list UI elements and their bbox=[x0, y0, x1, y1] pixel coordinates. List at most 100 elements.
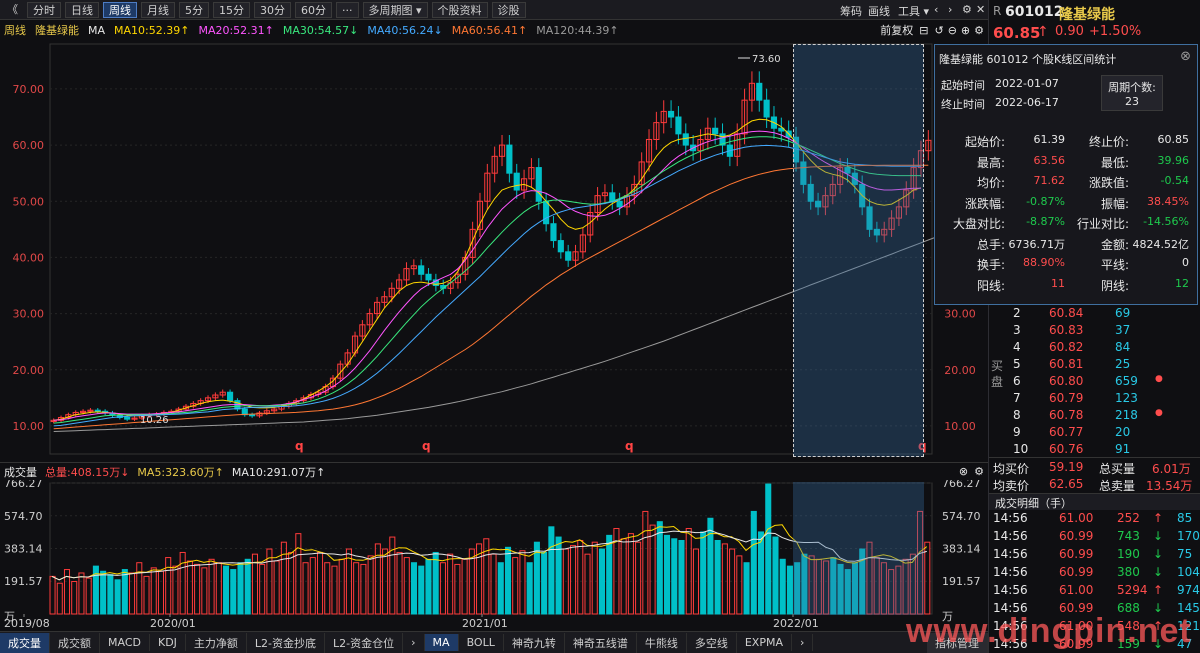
tools-button[interactable]: 工具 ▾ bbox=[898, 5, 930, 18]
ma-label[interactable]: MA bbox=[88, 23, 106, 37]
indicator-tab-12[interactable]: 牛熊线 bbox=[637, 632, 687, 653]
indicator-tab-16[interactable]: 指标管理 bbox=[927, 632, 988, 653]
indicator-tab-0[interactable]: 成交量 bbox=[0, 632, 50, 653]
trade-volume: 159 bbox=[1117, 637, 1140, 651]
x-axis-label: 2019/08 bbox=[4, 617, 50, 630]
prev-icon[interactable]: ‹ bbox=[934, 3, 939, 16]
volume-bar bbox=[714, 539, 721, 615]
volume-bar bbox=[656, 521, 663, 615]
selection-overlay[interactable] bbox=[793, 44, 924, 457]
period-tab-11[interactable]: 诊股 bbox=[491, 1, 526, 18]
period-tab-8[interactable]: ··· bbox=[336, 1, 359, 18]
candle-body bbox=[734, 133, 741, 157]
trade-row[interactable]: 14:56 60.99 380 ↓ 104 bbox=[989, 564, 1200, 581]
trade-price: 60.99 bbox=[1059, 547, 1094, 561]
volume-bar bbox=[338, 558, 345, 615]
volume-bar bbox=[439, 562, 446, 615]
indicator-tab-8[interactable]: MA bbox=[424, 634, 459, 651]
stat-value: 0 bbox=[1182, 256, 1189, 269]
trade-row[interactable]: 14:56 61.00 252 ↑ 85 bbox=[989, 510, 1200, 527]
bid-row[interactable]: 4 60.82 84 bbox=[989, 339, 1200, 356]
adjust-button[interactable]: 前复权 bbox=[880, 24, 914, 37]
candle-body bbox=[403, 268, 410, 281]
bid-row[interactable]: 6 60.80 659 ● bbox=[989, 373, 1200, 390]
volume-bar bbox=[721, 543, 728, 615]
indicator-tab-3[interactable]: KDJ bbox=[150, 634, 186, 651]
indicator-tab-14[interactable]: EXPMA bbox=[737, 634, 792, 651]
trade-row[interactable]: 14:56 60.99 159 ↓ 47 bbox=[989, 636, 1200, 653]
bid-row[interactable]: 9 60.77 20 bbox=[989, 424, 1200, 441]
close-icon[interactable]: ✕ bbox=[976, 3, 986, 16]
candle-body bbox=[800, 161, 807, 185]
trade-count: 121 bbox=[1177, 619, 1200, 633]
candle-body bbox=[638, 161, 645, 185]
y-tick-label-right: 20.00 bbox=[944, 364, 976, 377]
trade-row[interactable]: 14:56 60.99 743 ↓ 170 bbox=[989, 528, 1200, 545]
bid-row[interactable]: 10 60.76 91 bbox=[989, 441, 1200, 458]
volume-bar bbox=[591, 541, 598, 615]
indicator-tab-15[interactable]: › bbox=[792, 634, 814, 651]
period-tab-5[interactable]: 15分 bbox=[213, 1, 250, 18]
lock-icon[interactable]: ⊟ bbox=[919, 23, 929, 37]
next-icon[interactable]: › bbox=[948, 3, 953, 16]
back-button[interactable]: 《 bbox=[7, 2, 18, 16]
undo-icon[interactable]: ↺ bbox=[934, 23, 944, 37]
indicator-tab-13[interactable]: 多空线 bbox=[687, 632, 737, 653]
indicator-tab-7[interactable]: › bbox=[403, 634, 425, 651]
period-tab-7[interactable]: 60分 bbox=[295, 1, 332, 18]
stat-close-icon[interactable]: ⊗ bbox=[1180, 49, 1191, 64]
volume-bar bbox=[367, 555, 374, 615]
period-tab-1[interactable]: 日线 bbox=[65, 1, 99, 18]
period-tab-3[interactable]: 月线 bbox=[141, 1, 175, 18]
trade-time: 14:56 bbox=[993, 583, 1028, 597]
stat-label: 平线: bbox=[1100, 258, 1129, 272]
volume-close-icon[interactable]: ⊗ bbox=[958, 465, 969, 478]
volume-bar bbox=[454, 563, 461, 615]
indicator-tab-11[interactable]: 神奇五线谱 bbox=[565, 632, 637, 653]
indicator-tab-5[interactable]: L2-资金抄底 bbox=[247, 632, 326, 653]
bid-level: 6 bbox=[1013, 374, 1021, 388]
candle-body bbox=[535, 167, 542, 202]
volume-bar bbox=[432, 551, 439, 615]
zoom-in-icon[interactable]: ⊕ bbox=[960, 23, 971, 37]
bid-price: 60.77 bbox=[1049, 425, 1084, 439]
volume-bar bbox=[678, 539, 685, 615]
candle-body bbox=[756, 82, 763, 101]
volume-bar bbox=[100, 570, 107, 615]
indicator-tab-1[interactable]: 成交额 bbox=[50, 632, 100, 653]
settings-icon[interactable]: ⚙ bbox=[962, 3, 972, 16]
trade-volume: 548 bbox=[1117, 619, 1140, 633]
indicator-tab-10[interactable]: 神奇九转 bbox=[504, 632, 565, 653]
chip-button[interactable]: 筹码 bbox=[840, 5, 862, 18]
indicator-tab-4[interactable]: 主力净额 bbox=[186, 632, 247, 653]
bid-row[interactable]: 5 60.81 25 bbox=[989, 356, 1200, 373]
trade-row[interactable]: 14:56 60.99 190 ↓ 75 bbox=[989, 546, 1200, 563]
period-tab-4[interactable]: 5分 bbox=[179, 1, 209, 18]
period-tab-9[interactable]: 多周期图 ▾ bbox=[362, 1, 428, 18]
candle-body bbox=[366, 313, 373, 326]
trade-row[interactable]: 14:56 61.00 548 ↑ 121 bbox=[989, 618, 1200, 635]
bid-row[interactable]: 8 60.78 218 ● bbox=[989, 407, 1200, 424]
draw-line-button[interactable]: 画线 bbox=[868, 5, 890, 18]
bid-row[interactable]: 2 60.84 69 bbox=[989, 305, 1200, 322]
candle-body bbox=[476, 200, 484, 230]
volume-settings-icon[interactable]: ⚙ bbox=[974, 465, 984, 478]
indicator-tab-2[interactable]: MACD bbox=[100, 634, 150, 651]
chart-settings-icon[interactable]: ⚙ bbox=[974, 23, 984, 37]
trades-title: 成交明细（手） bbox=[995, 497, 1072, 510]
zoom-out-icon[interactable]: ⊖ bbox=[947, 23, 957, 37]
trade-price: 60.99 bbox=[1059, 565, 1094, 579]
period-tab-2[interactable]: 周线 bbox=[103, 1, 137, 18]
trade-row[interactable]: 14:56 61.00 5294 ↑ 974 bbox=[989, 582, 1200, 599]
candle-body bbox=[219, 391, 226, 396]
indicator-tab-6[interactable]: L2-资金仓位 bbox=[325, 632, 404, 653]
period-tab-6[interactable]: 30分 bbox=[254, 1, 291, 18]
period-tab-10[interactable]: 个股资料 bbox=[431, 1, 488, 18]
volume-bar bbox=[324, 562, 331, 615]
indicator-tab-9[interactable]: BOLL bbox=[459, 634, 504, 651]
volume-chart[interactable]: 766.27 766.27 574.70 574.70 383.14 383.14 191.… bbox=[0, 480, 988, 630]
bid-row[interactable]: 3 60.83 37 bbox=[989, 322, 1200, 339]
bid-row[interactable]: 7 60.79 123 bbox=[989, 390, 1200, 407]
period-tab-0[interactable]: 分时 bbox=[27, 1, 61, 18]
trade-row[interactable]: 14:56 60.99 688 ↓ 145 bbox=[989, 600, 1200, 617]
